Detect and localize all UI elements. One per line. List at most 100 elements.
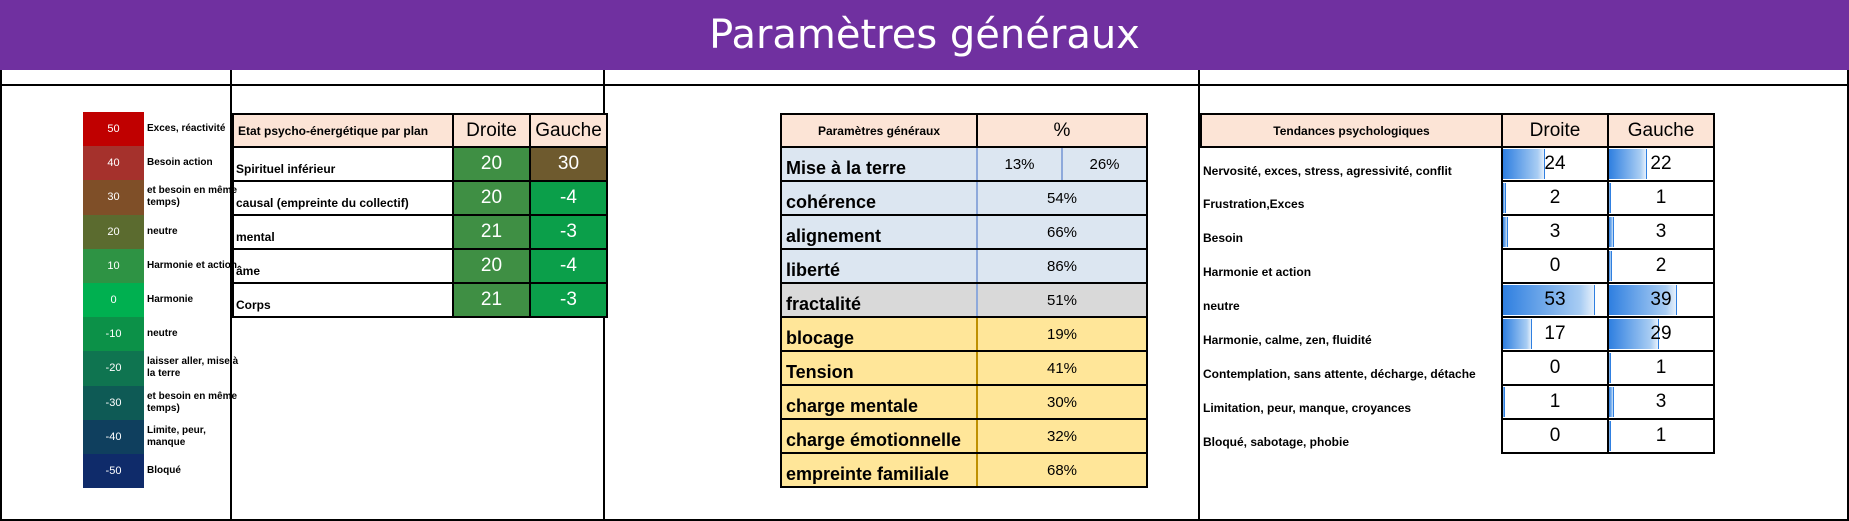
- param-label: fractalité: [780, 282, 978, 318]
- legend-label: Besoin action: [147, 157, 213, 169]
- data-bar: [1504, 319, 1533, 349]
- etat-row-label: Spirituel inférieur: [232, 146, 454, 182]
- etat-droite-value: 21: [452, 214, 531, 250]
- tendance-droite-cell: 0: [1501, 350, 1609, 386]
- etat-gauche-value: 30: [529, 146, 608, 182]
- tendance-droite-cell: 3: [1501, 214, 1609, 250]
- table-row: Tension 41%: [780, 350, 1148, 386]
- header-divider: [0, 84, 1849, 86]
- tendance-label: Besoin: [1203, 231, 1244, 245]
- tendance-gauche-value: 29: [1650, 323, 1672, 344]
- legend-swatch: 0: [83, 282, 144, 318]
- param-label: Tension: [780, 350, 978, 386]
- table-row: mental 21 -3: [232, 214, 608, 250]
- param-label: charge mentale: [780, 384, 978, 420]
- mise-a-la-terre-left-value: 13%: [1004, 155, 1035, 173]
- tendance-gauche-value: 1: [1655, 187, 1667, 208]
- etat-droite-value: 20: [452, 146, 531, 182]
- tendance-droite-cell: 0: [1501, 248, 1609, 284]
- tendance-droite-cell: 2: [1501, 180, 1609, 216]
- tendance-droite-cell: 17: [1501, 316, 1609, 352]
- legend-row: 20 neutre: [83, 214, 183, 249]
- tendances-col-droite: Droite: [1501, 113, 1609, 148]
- table-row: âme 20 -4: [232, 248, 608, 284]
- legend-row: 50 Exces, réactivité: [83, 112, 225, 147]
- tendance-droite-value: 0: [1549, 357, 1561, 378]
- param-label: alignement: [780, 214, 978, 250]
- tendance-gauche-cell: 2: [1607, 248, 1715, 284]
- data-bar: [1610, 251, 1613, 281]
- legend-row: 30 et besoin en même temps): [83, 180, 237, 215]
- tendance-label: Harmonie et action: [1203, 265, 1312, 279]
- table-row: Besoin 3 3: [1201, 214, 1715, 250]
- legend-label: Bloqué: [147, 464, 181, 476]
- column-divider-1: [230, 70, 232, 521]
- tendance-gauche-cell: 29: [1607, 316, 1715, 352]
- table-row: Frustration,Exces 2 1: [1201, 180, 1715, 216]
- legend-row: -50 Bloqué: [83, 453, 183, 489]
- legend-swatch: -40: [83, 419, 144, 454]
- tendance-label: Bloqué, sabotage, phobie: [1203, 435, 1350, 449]
- legend-row: -10 neutre: [83, 317, 183, 352]
- table-row: causal (empreinte du collectif) 20 -4: [232, 180, 608, 216]
- data-bar: [1610, 319, 1660, 349]
- frame-right-border: [1847, 70, 1849, 521]
- tendances-col-gauche: Gauche: [1607, 113, 1715, 148]
- param-label: cohérence: [780, 180, 978, 216]
- mise-a-la-terre-right-value: 26%: [1061, 149, 1145, 179]
- parametres-generaux-table: Paramètres généraux % Mise à la terre 13…: [780, 113, 1148, 488]
- data-bar: [1610, 353, 1611, 383]
- page-title-banner: Paramètres généraux: [0, 0, 1849, 70]
- tendance-droite-value: 0: [1549, 255, 1561, 276]
- legend-row: 10 Harmonie et action: [83, 248, 237, 283]
- etat-droite-value: 21: [452, 282, 531, 318]
- tendance-droite-value: 17: [1544, 323, 1566, 344]
- mise-a-la-terre-label: Mise à la terre: [780, 146, 978, 182]
- tendance-gauche-cell: 39: [1607, 282, 1715, 318]
- legend-label: neutre: [147, 328, 178, 340]
- tendance-droite-value: 24: [1544, 153, 1566, 174]
- etat-gauche-value: -3: [529, 282, 608, 318]
- data-bar: [1504, 217, 1509, 247]
- etat-col-droite: Droite: [452, 113, 531, 148]
- data-bar: [1504, 183, 1507, 213]
- tendance-droite-value: 2: [1549, 187, 1561, 208]
- params-col-percent: %: [976, 113, 1148, 148]
- legend-swatch: -20: [83, 351, 144, 386]
- table-row: blocage 19%: [780, 316, 1148, 352]
- tendance-label: Frustration,Exces: [1203, 197, 1305, 211]
- table-row: Nervosité, exces, stress, agressivité, c…: [1201, 146, 1715, 182]
- data-bar: [1504, 387, 1505, 417]
- tendance-gauche-cell: 22: [1607, 146, 1715, 182]
- tendance-label: neutre: [1203, 299, 1240, 313]
- param-value: 41%: [976, 350, 1148, 386]
- param-value: 30%: [976, 384, 1148, 420]
- frame-bottom-border: [0, 519, 1849, 521]
- data-bar: [1610, 285, 1677, 315]
- legend-label: Harmonie: [147, 294, 194, 306]
- legend-label: laisser aller, mise à la terre: [147, 356, 239, 380]
- tendance-droite-cell: 1: [1501, 384, 1609, 420]
- color-scale-legend: 50 Exces, réactivité 40 Besoin action 30 et b…: [83, 112, 238, 489]
- tendance-gauche-cell: 3: [1607, 214, 1715, 250]
- tendances-header: Tendances psychologiques: [1200, 113, 1503, 148]
- legend-row: -40 Limite, peur, manque: [83, 419, 206, 454]
- tendance-gauche-value: 3: [1655, 221, 1667, 242]
- tendance-droite-cell: 24: [1501, 146, 1609, 182]
- etat-row-label: causal (empreinte du collectif): [232, 180, 454, 216]
- param-label: liberté: [780, 248, 978, 284]
- etat-header: Etat psycho-énergétique par plan: [232, 113, 454, 148]
- table-row: Contemplation, sans attente, décharge, d…: [1201, 350, 1715, 386]
- mise-a-la-terre-values: 13% 26%: [976, 146, 1148, 182]
- legend-row: 0 Harmonie: [83, 282, 193, 318]
- legend-swatch: -50: [83, 453, 144, 489]
- legend-swatch: 10: [83, 248, 144, 283]
- tendance-gauche-value: 1: [1655, 425, 1667, 446]
- etat-row-label: âme: [232, 248, 454, 284]
- etat-col-gauche: Gauche: [529, 113, 608, 148]
- table-row: Spirituel inférieur 20 30: [232, 146, 608, 182]
- tendance-droite-cell: 0: [1501, 418, 1609, 454]
- table-row: liberté 86%: [780, 248, 1148, 284]
- tendance-gauche-cell: 1: [1607, 350, 1715, 386]
- frame-left-border: [0, 70, 2, 521]
